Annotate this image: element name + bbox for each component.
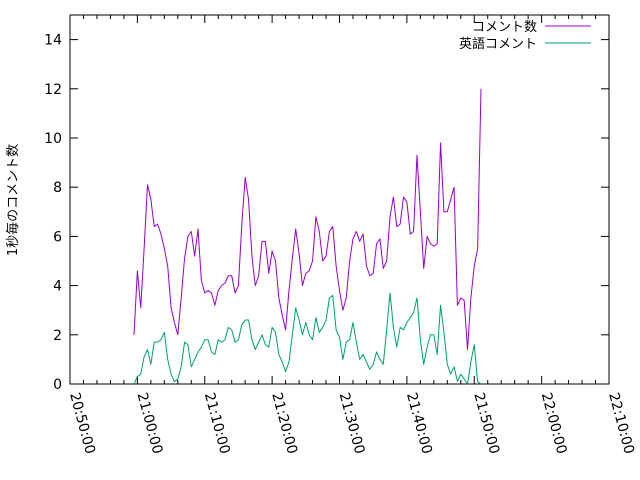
legend-label: 英語コメント xyxy=(459,36,537,52)
y-tick-label: 8 xyxy=(53,180,62,196)
y-tick-label: 12 xyxy=(44,82,62,98)
y-axis-ticks: 0 2 4 6 8 10 12 14 xyxy=(44,33,609,393)
legend-label: コメント数 xyxy=(472,20,537,35)
y-axis-title: 1秒毎のコメント数 xyxy=(5,144,21,256)
y-tick-label: 0 xyxy=(53,377,62,393)
series-line-1 xyxy=(133,292,482,385)
y-tick-label: 4 xyxy=(53,279,62,295)
series-lines xyxy=(133,88,482,385)
y-tick-label: 2 xyxy=(53,328,62,344)
y-tick-label: 14 xyxy=(44,33,62,49)
y-tick-label: 6 xyxy=(53,229,62,245)
series-line-0 xyxy=(133,88,482,351)
y-tick-label: 10 xyxy=(44,131,62,147)
